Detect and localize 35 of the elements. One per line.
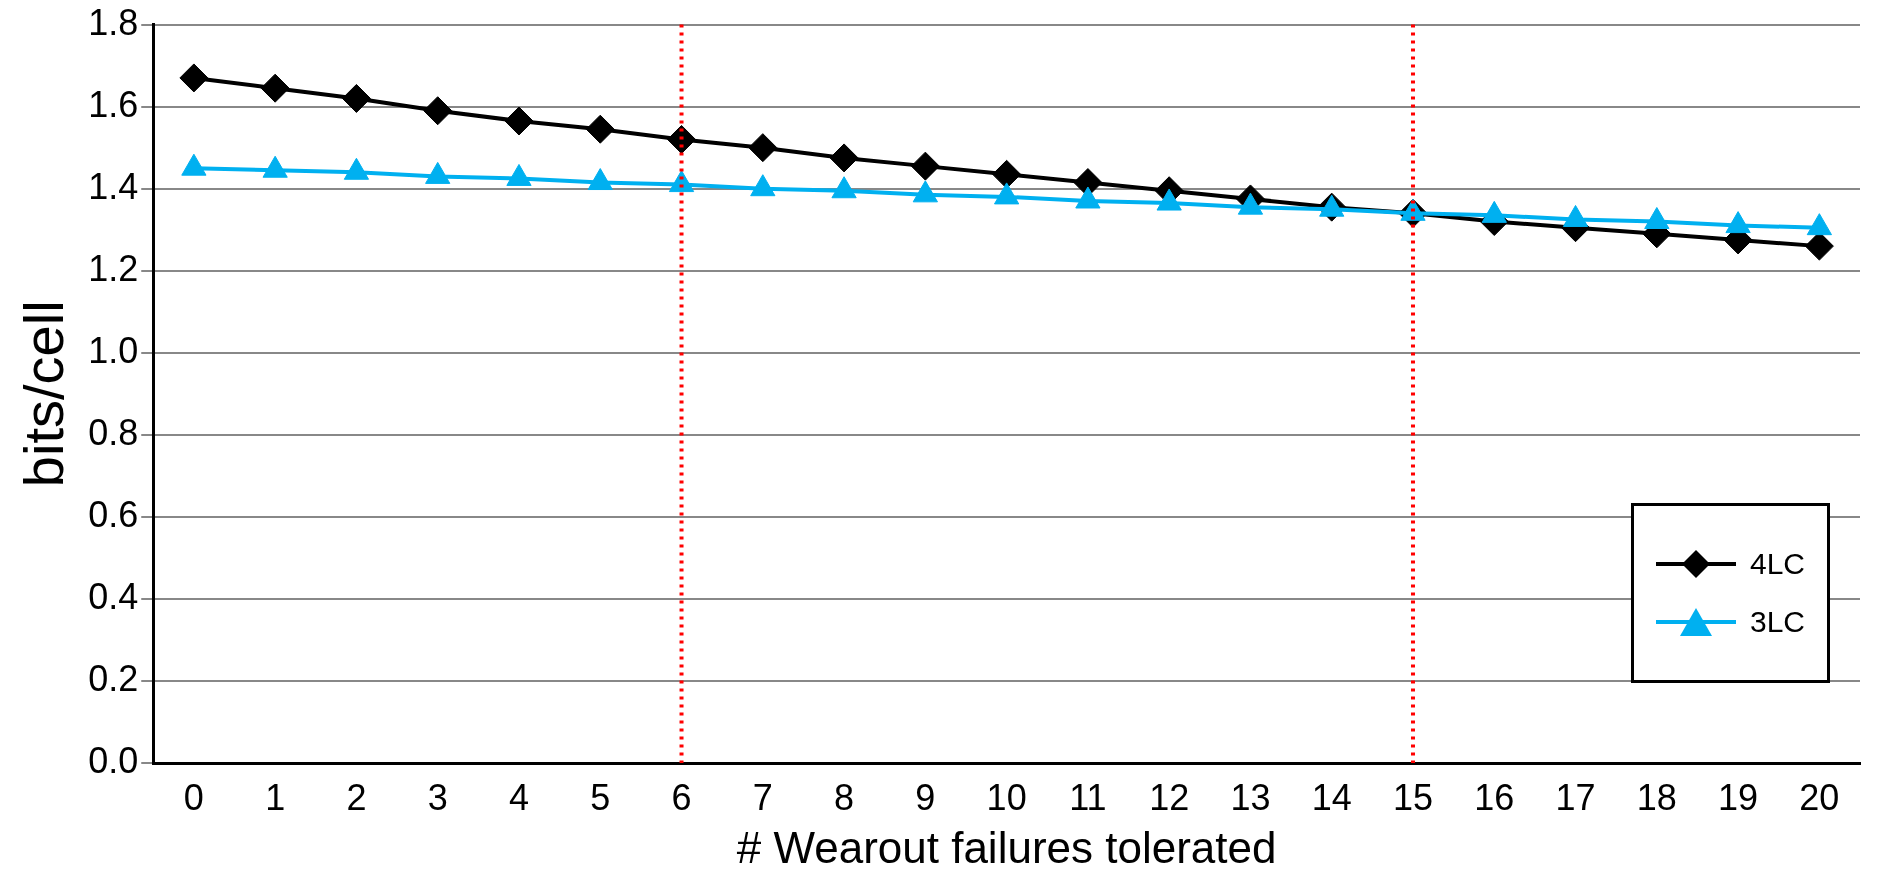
x-tick-label: 14 xyxy=(1311,776,1352,818)
x-tick-label: 17 xyxy=(1555,776,1596,818)
x-tick-label: 9 xyxy=(915,776,936,818)
x-axis-title: # Wearout failures tolerated xyxy=(736,822,1277,872)
legend-label: 4LC xyxy=(1750,547,1806,581)
x-tick-label: 19 xyxy=(1718,776,1759,818)
x-tick-label: 18 xyxy=(1636,776,1677,818)
x-tick-label: 6 xyxy=(671,776,692,818)
x-tick-label: 4 xyxy=(508,776,529,818)
x-tick-label: 16 xyxy=(1474,776,1515,818)
y-tick-label: 1.0 xyxy=(88,329,139,371)
x-tick-label: 2 xyxy=(346,776,367,818)
x-tick-label: 1 xyxy=(265,776,286,818)
y-axis-title: bits/cell xyxy=(12,300,76,488)
y-tick-label: 0.2 xyxy=(88,657,139,699)
y-tick-label: 1.4 xyxy=(88,165,139,207)
x-tick-label: 12 xyxy=(1149,776,1190,818)
y-tick-label: 0.4 xyxy=(88,575,139,617)
x-tick-label: 20 xyxy=(1799,776,1840,818)
x-tick-label: 5 xyxy=(590,776,611,818)
x-tick-label: 13 xyxy=(1230,776,1271,818)
y-tick-label: 0.6 xyxy=(88,493,139,535)
x-tick-label: 10 xyxy=(986,776,1027,818)
y-tick-label: 0.0 xyxy=(88,739,139,781)
y-tick-label: 1.2 xyxy=(88,247,139,289)
legend-label: 3LC xyxy=(1750,605,1806,639)
x-tick-label: 8 xyxy=(834,776,855,818)
x-tick-label: 11 xyxy=(1069,776,1107,818)
y-tick-label: 1.6 xyxy=(88,83,139,125)
x-tick-label: 7 xyxy=(752,776,773,818)
x-tick-label: 3 xyxy=(427,776,448,818)
x-tick-label: 0 xyxy=(183,776,204,818)
y-tick-label: 1.8 xyxy=(88,1,139,43)
x-tick-label: 15 xyxy=(1392,776,1434,818)
y-tick-label: 0.8 xyxy=(88,411,139,453)
